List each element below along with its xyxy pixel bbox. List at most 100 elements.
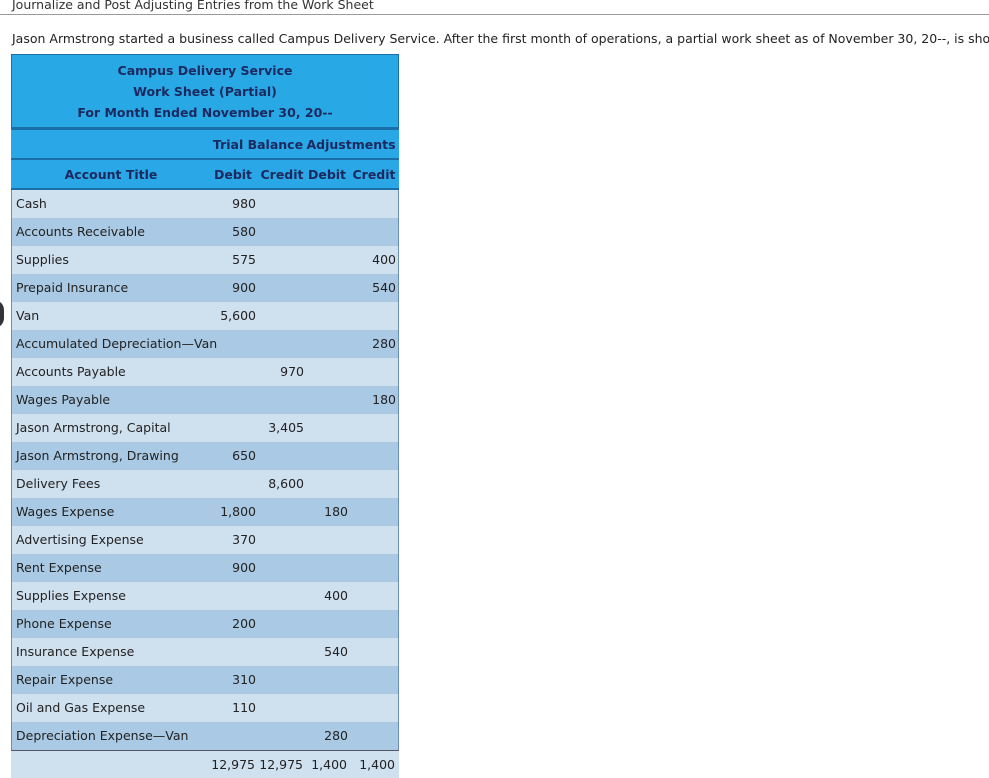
tb-debit-cell: 650 bbox=[232, 448, 256, 463]
tb-debit-cell bbox=[212, 722, 256, 749]
work-sheet-body: Cash 980 Accounts Receivable 580 Supplies 575… bbox=[11, 190, 399, 750]
adj-credit-cell bbox=[354, 666, 396, 693]
table-row: Advertising Expense 370 bbox=[12, 526, 398, 554]
account-title-cell: Jason Armstrong, Capital bbox=[16, 420, 171, 435]
side-tab-marker bbox=[0, 300, 4, 328]
account-title-cell: Rent Expense bbox=[16, 560, 102, 575]
adj-credit-cell bbox=[354, 414, 396, 441]
table-row: Supplies Expense 400 bbox=[12, 582, 398, 610]
adj-debit-cell bbox=[308, 190, 348, 217]
account-title-cell: Advertising Expense bbox=[16, 532, 144, 547]
table-row: Prepaid Insurance 900 540 bbox=[12, 274, 398, 302]
table-row: Wages Payable 180 bbox=[12, 386, 398, 414]
tb-debit-cell: 370 bbox=[232, 532, 256, 547]
top-rule bbox=[0, 0, 989, 15]
tb-credit-cell bbox=[262, 274, 304, 301]
account-title-header: Account Title bbox=[64, 166, 158, 182]
adj-credit-cell: 540 bbox=[372, 280, 396, 295]
adj-debit-cell bbox=[308, 358, 348, 385]
tb-debit-cell bbox=[212, 470, 256, 497]
tb-credit-cell bbox=[262, 190, 304, 217]
adj-debit-cell bbox=[308, 666, 348, 693]
tb-debit-cell: 200 bbox=[232, 616, 256, 631]
table-row: Repair Expense 310 bbox=[12, 666, 398, 694]
adj-debit-header: Debit bbox=[307, 166, 347, 182]
work-sheet-table: Campus Delivery Service Work Sheet (Part… bbox=[11, 54, 399, 778]
adj-debit-cell bbox=[308, 330, 348, 357]
account-title-cell: Accumulated Depreciation—Van bbox=[16, 336, 218, 351]
adj-debit-cell bbox=[308, 246, 348, 273]
tb-credit-cell bbox=[262, 386, 304, 413]
work-sheet-header: Campus Delivery Service Work Sheet (Part… bbox=[11, 54, 399, 128]
adj-credit-cell bbox=[354, 470, 396, 497]
adj-credit-cell: 180 bbox=[372, 392, 396, 407]
tb-debit-cell: 980 bbox=[232, 196, 256, 211]
tb-debit-cell bbox=[212, 638, 256, 665]
tb-debit-cell bbox=[212, 358, 256, 385]
adj-credit-cell bbox=[354, 694, 396, 721]
adj-debit-cell bbox=[308, 302, 348, 329]
tb-credit-cell bbox=[262, 582, 304, 609]
adj-debit-cell bbox=[308, 610, 348, 637]
adj-credit-cell: 280 bbox=[372, 336, 396, 351]
tb-credit-cell bbox=[262, 610, 304, 637]
tb-credit-cell: 8,600 bbox=[268, 476, 304, 491]
adj-debit-cell bbox=[308, 526, 348, 553]
tb-debit-cell: 110 bbox=[232, 700, 256, 715]
adj-debit-cell bbox=[308, 442, 348, 469]
intro-text: Jason Armstrong started a business calle… bbox=[12, 31, 989, 46]
adj-debit-cell bbox=[308, 554, 348, 581]
tb-debit-header: Debit bbox=[213, 166, 253, 182]
tb-credit-cell bbox=[262, 330, 304, 357]
account-title-cell: Wages Expense bbox=[16, 504, 115, 519]
account-title-cell: Insurance Expense bbox=[16, 644, 135, 659]
account-title-cell: Oil and Gas Expense bbox=[16, 700, 146, 715]
adj-credit-cell bbox=[354, 554, 396, 581]
adj-credit-cell bbox=[354, 190, 396, 217]
total-adj-debit: 1,400 bbox=[311, 756, 347, 772]
adj-credit-cell bbox=[354, 498, 396, 525]
account-title-cell: Depreciation Expense—Van bbox=[16, 728, 189, 743]
table-row: Phone Expense 200 bbox=[12, 610, 398, 638]
tb-debit-cell: 580 bbox=[232, 224, 256, 239]
column-group-header: Trial Balance Adjustments bbox=[11, 128, 399, 160]
company-name: Campus Delivery Service bbox=[117, 63, 293, 78]
table-row: Jason Armstrong, Drawing 650 bbox=[12, 442, 398, 470]
tb-debit-cell: 310 bbox=[232, 672, 256, 687]
tb-debit-cell: 900 bbox=[232, 560, 256, 575]
adj-credit-cell bbox=[354, 638, 396, 665]
table-row: Wages Expense 1,800 180 bbox=[12, 498, 398, 526]
total-tb-debit: 12,975 bbox=[211, 756, 255, 772]
adj-credit-cell bbox=[354, 442, 396, 469]
adj-credit-cell bbox=[354, 610, 396, 637]
adj-credit-cell bbox=[354, 526, 396, 553]
table-row: Van 5,600 bbox=[12, 302, 398, 330]
table-row: Rent Expense 900 bbox=[12, 554, 398, 582]
table-row: Supplies 575 400 bbox=[12, 246, 398, 274]
account-title-cell: Prepaid Insurance bbox=[16, 280, 129, 295]
adj-debit-cell: 280 bbox=[324, 728, 348, 743]
adjustments-header: Adjustments bbox=[306, 136, 396, 152]
tb-credit-cell bbox=[262, 218, 304, 245]
account-title-cell: Supplies bbox=[16, 252, 69, 267]
tb-credit-cell: 3,405 bbox=[268, 420, 304, 435]
adj-debit-cell bbox=[308, 274, 348, 301]
table-row: Depreciation Expense—Van 280 bbox=[12, 722, 398, 750]
total-tb-credit: 12,975 bbox=[259, 756, 303, 772]
tb-credit-cell: 970 bbox=[280, 364, 304, 379]
table-row: Jason Armstrong, Capital 3,405 bbox=[12, 414, 398, 442]
tb-debit-cell bbox=[212, 386, 256, 413]
adj-debit-cell: 400 bbox=[324, 588, 348, 603]
adj-credit-cell bbox=[354, 218, 396, 245]
table-row: Cash 980 bbox=[12, 190, 398, 218]
tb-debit-cell bbox=[212, 582, 256, 609]
tb-debit-cell: 900 bbox=[232, 280, 256, 295]
tb-credit-cell bbox=[262, 302, 304, 329]
adj-debit-cell bbox=[308, 414, 348, 441]
page-title: Journalize and Post Adjusting Entries fr… bbox=[12, 0, 374, 12]
tb-credit-cell bbox=[262, 498, 304, 525]
adj-credit-cell bbox=[354, 722, 396, 749]
table-row: Delivery Fees 8,600 bbox=[12, 470, 398, 498]
tb-debit-cell: 5,600 bbox=[220, 308, 256, 323]
table-row: Oil and Gas Expense 110 bbox=[12, 694, 398, 722]
